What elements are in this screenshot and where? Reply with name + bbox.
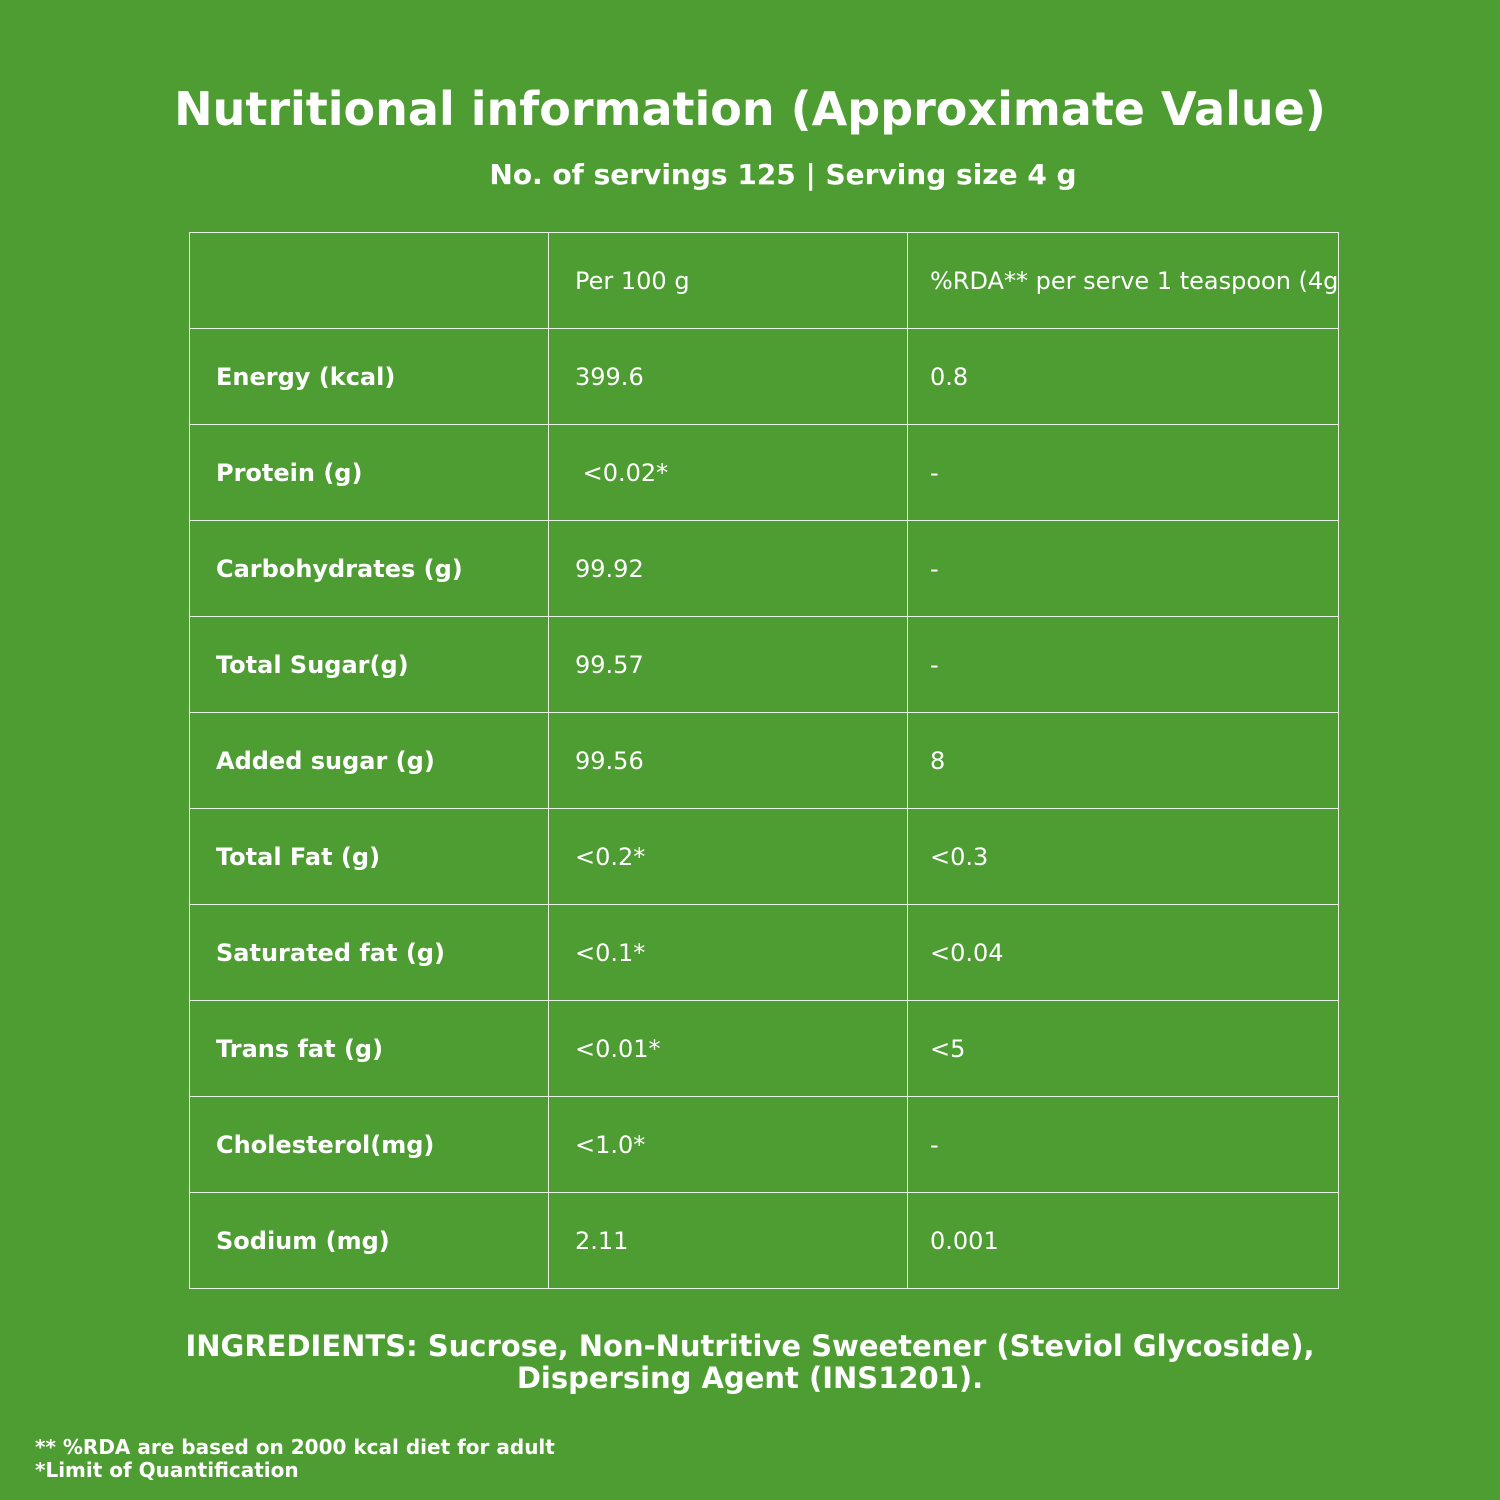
table-cell: 0.8: [906, 328, 1340, 425]
table-cell: 99.92: [548, 520, 908, 617]
ingredients-line: Dispersing Agent (INS1201).: [516, 1361, 984, 1395]
table-cell: <0.02*: [548, 424, 908, 521]
table-cell: <0.01*: [548, 1000, 908, 1097]
table-row: Total Fat (g) <0.2* <0.3: [189, 808, 1340, 905]
footnote: *Limit of Quantification: [35, 1458, 299, 1482]
table-cell: -: [906, 616, 1340, 713]
table-cell: 99.56: [548, 712, 908, 809]
table-cell: 2.11: [548, 1192, 908, 1289]
table-row: Saturated fat (g) <0.1* <0.04: [189, 904, 1340, 1001]
table-cell: 99.57: [548, 616, 908, 713]
table-cell: Protein (g): [189, 424, 549, 521]
table-cell: Sodium (mg): [189, 1192, 549, 1289]
table-cell: Total Sugar(g): [189, 616, 549, 713]
table-row: Sodium (mg) 2.11 0.001: [189, 1192, 1340, 1289]
table-cell: Trans fat (g): [189, 1000, 549, 1097]
column-header: %RDA** per serve 1 teaspoon (4g: [906, 232, 1340, 329]
table-cell: <0.3: [906, 808, 1340, 905]
table-cell: -: [906, 520, 1340, 617]
table-cell: Carbohydrates (g): [189, 520, 549, 617]
nutrition-table: Per 100 g %RDA** per serve 1 teaspoon (4g…: [189, 232, 1340, 1289]
table-cell: -: [906, 1096, 1340, 1193]
table-cell: Energy (kcal): [189, 328, 549, 425]
column-header: [189, 232, 549, 329]
footnote: ** %RDA are based on 2000 kcal diet for …: [35, 1435, 555, 1459]
table-cell: Added sugar (g): [189, 712, 549, 809]
title: Nutritional information (Approximate Val…: [174, 82, 1326, 136]
table-row: Trans fat (g) <0.01* <5: [189, 1000, 1340, 1097]
table-cell: Saturated fat (g): [189, 904, 549, 1001]
table-cell: Total Fat (g): [189, 808, 549, 905]
table-row: Carbohydrates (g) 99.92-: [189, 520, 1340, 617]
table-cell: <0.04: [906, 904, 1340, 1001]
table-row: Cholesterol(mg) <1.0* -: [189, 1096, 1340, 1193]
table-cell: <5: [906, 1000, 1340, 1097]
ingredients: INGREDIENTS: Sucrose, Non-Nutritive Swee…: [0, 1330, 1500, 1394]
table-cell: Cholesterol(mg): [189, 1096, 549, 1193]
table-cell: <0.2*: [548, 808, 908, 905]
table-cell: 8: [906, 712, 1340, 809]
table-cell: -: [906, 424, 1340, 521]
table-row: Total Sugar(g) 99.57-: [189, 616, 1340, 713]
header-row: Per 100 g %RDA** per serve 1 teaspoon (4g: [189, 232, 1340, 329]
ingredients-line: INGREDIENTS: Sucrose, Non-Nutritive Swee…: [185, 1329, 1315, 1363]
table-row: Energy (kcal) 399.6 0.8: [189, 328, 1340, 425]
table-cell: 399.6: [548, 328, 908, 425]
column-header: Per 100 g: [548, 232, 908, 329]
table-cell: <1.0*: [548, 1096, 908, 1193]
table-cell: <0.1*: [548, 904, 908, 1001]
subtitle: No. of servings 125 | Serving size 4 g: [489, 158, 1077, 191]
footnotes: ** %RDA are based on 2000 kcal diet for …: [35, 1436, 555, 1482]
table-row: Protein (g) <0.02* -: [189, 424, 1340, 521]
table-cell: 0.001: [906, 1192, 1340, 1289]
table-row: Added sugar (g) 99.56 8: [189, 712, 1340, 809]
